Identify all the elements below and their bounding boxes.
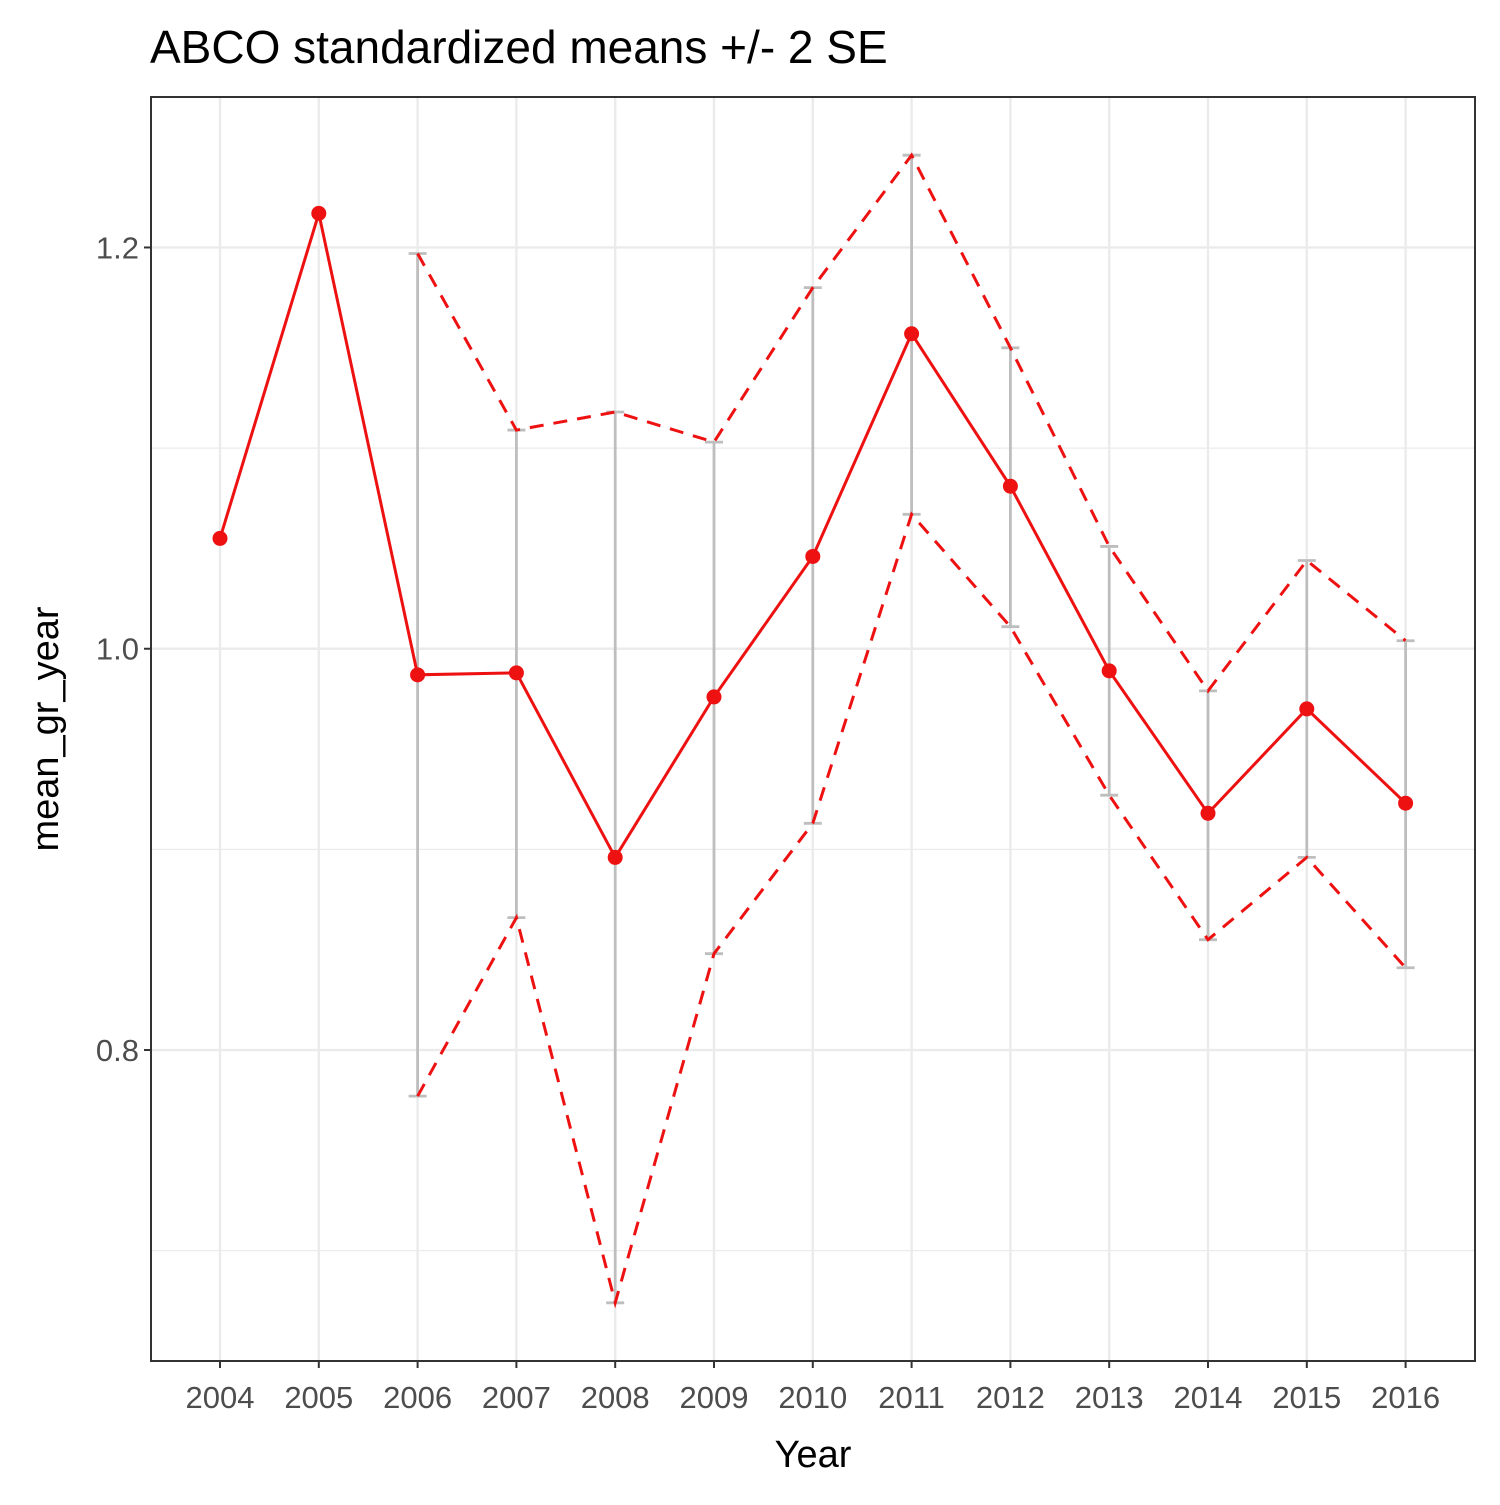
lower-bound-line [416,511,1407,1309]
x-tick-label: 2005 [284,1380,353,1415]
y-tick-label: 1.2 [96,230,139,265]
mean-point [1200,805,1216,821]
mean-point [1002,478,1018,494]
x-tick-label: 2015 [1272,1380,1341,1415]
point-layer [212,205,1414,865]
mean-point [410,667,426,683]
mean-point [1101,663,1117,679]
x-tick-label: 2013 [1075,1380,1144,1415]
x-tick-label: 2010 [778,1380,847,1415]
mean-point [311,205,327,221]
y-tick-label: 0.8 [96,1033,139,1068]
mean-point [805,548,821,564]
x-tick-label: 2014 [1174,1380,1243,1415]
x-tick-label: 2012 [976,1380,1045,1415]
x-tick-label: 2004 [186,1380,255,1415]
x-tick-label: 2006 [383,1380,452,1415]
mean-point [1299,701,1315,717]
mean-point [607,849,623,865]
mean-point [212,530,228,546]
x-axis-title: Year [775,1434,852,1476]
mean-point [706,689,722,705]
axis-layer: 0.8 1.0 1.2 2004 2005 2006 2007 2008 2009 2010 201… [96,230,1440,1415]
upper-bound-line [416,152,1407,694]
mean-point [508,665,524,681]
y-axis-title: mean_gr_year [25,606,67,851]
mean-point [1398,795,1414,811]
x-tick-label: 2016 [1371,1380,1440,1415]
x-tick-label: 2011 [878,1380,945,1415]
x-tick-label: 2008 [581,1380,650,1415]
mean-point [904,326,920,342]
chart-title: ABCO standardized means +/- 2 SE [150,21,888,73]
x-tick-label: 2009 [680,1380,749,1415]
x-tick-label: 2007 [482,1380,551,1415]
y-tick-label: 1.0 [96,632,139,667]
